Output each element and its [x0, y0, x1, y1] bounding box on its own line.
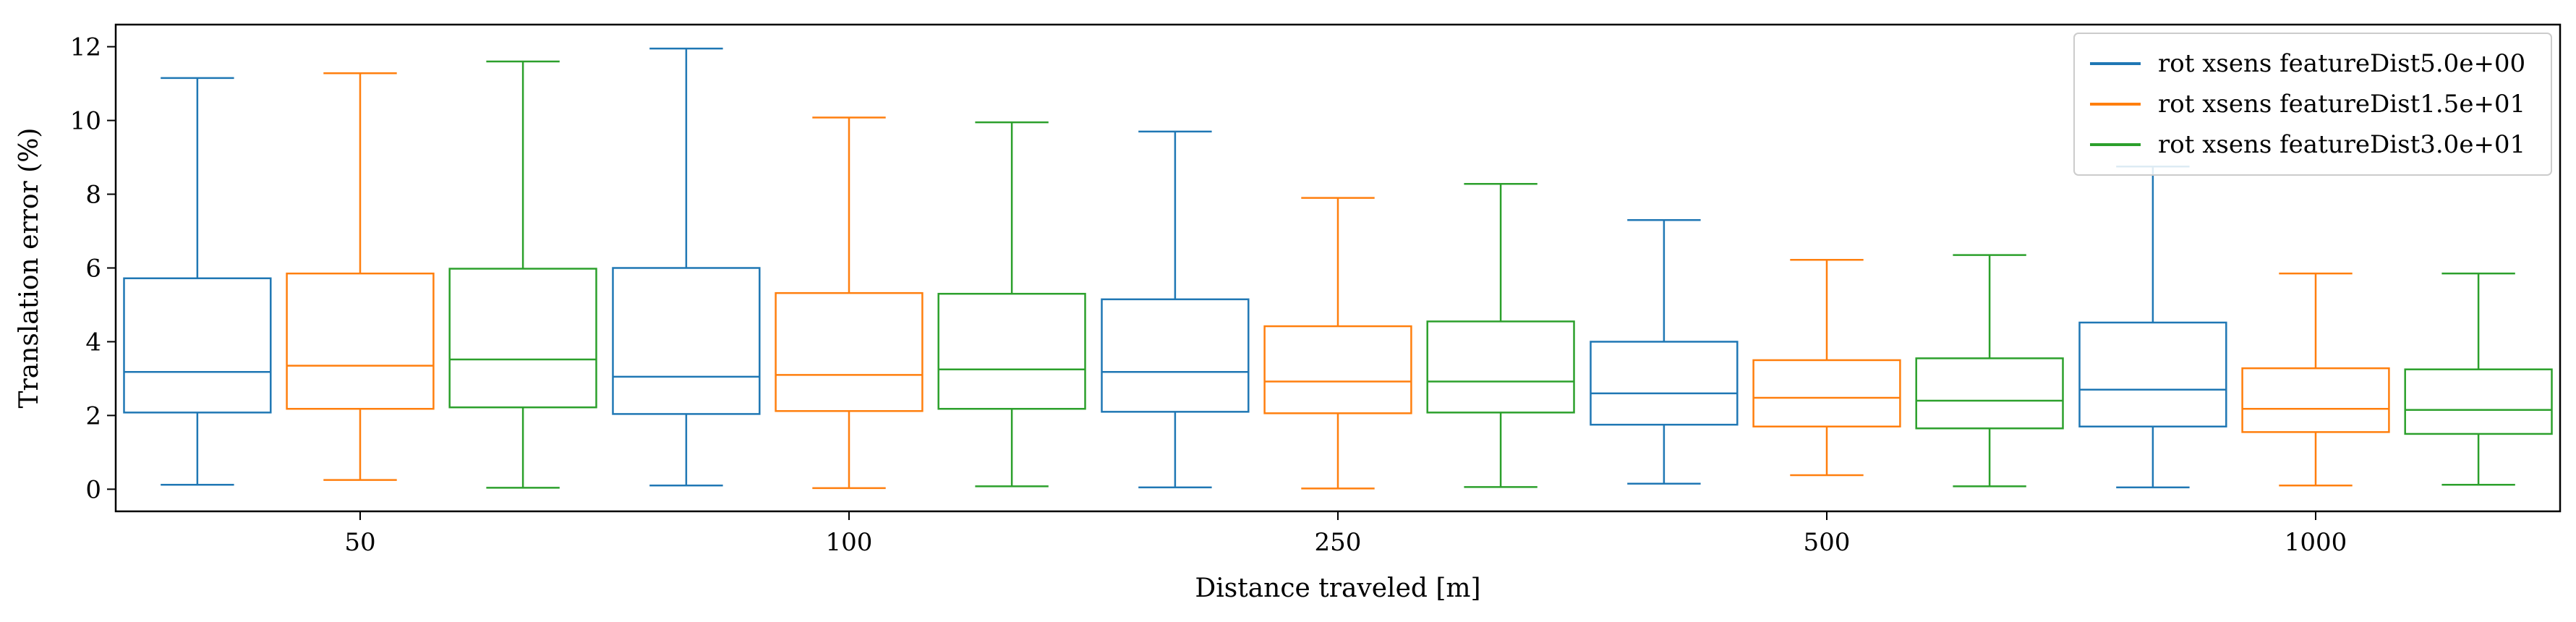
plot-frame — [114, 23, 2562, 513]
legend-frame — [2073, 33, 2552, 176]
y-tick-label: 2 — [85, 401, 101, 430]
box-2-1000 — [2241, 272, 2390, 487]
iqr-box — [1590, 341, 1739, 426]
legend-item-2: rot xsens featureDist1.5e+01 — [2090, 90, 2525, 119]
box-2-250 — [1263, 197, 1412, 490]
y-tick-label: 4 — [85, 328, 101, 357]
iqr-box — [2241, 367, 2390, 433]
box-1-500 — [1590, 218, 1739, 485]
axes-layer: 0 2 4 6 8 10 12 50 100 250 500 1000 — [70, 33, 2347, 557]
legend-item-1: rot xsens featureDist5.0e+00 — [2090, 49, 2525, 78]
box-1-100 — [612, 47, 761, 487]
iqr-box — [1101, 298, 1250, 413]
box-2-500 — [1752, 259, 1901, 477]
y-tick-label: 12 — [70, 33, 101, 62]
x-tick-label: 1000 — [2285, 528, 2347, 557]
legend-label: rot xsens featureDist1.5e+01 — [2158, 90, 2525, 119]
x-tick-label: 100 — [826, 528, 873, 557]
x-tick-label: 250 — [1315, 528, 1362, 557]
box-1-250 — [1101, 130, 1250, 489]
box-3-50 — [448, 60, 597, 489]
box-2-50 — [286, 72, 435, 481]
series-1 — [123, 47, 2227, 489]
y-axis-label: Translation error (%) — [14, 128, 44, 409]
iqr-box — [448, 268, 597, 409]
iqr-box — [1263, 325, 1412, 414]
legend: rot xsens featureDist5.0e+00 rot xsens fe… — [2073, 33, 2552, 176]
x-tick-label: 500 — [1804, 528, 1851, 557]
legend-label: rot xsens featureDist3.0e+01 — [2158, 130, 2525, 159]
iqr-box — [775, 291, 924, 412]
x-tick-label: 50 — [344, 528, 375, 557]
series-3 — [448, 60, 2553, 489]
y-tick-label: 10 — [70, 107, 101, 136]
legend-label: rot xsens featureDist5.0e+00 — [2158, 49, 2525, 78]
box-3-250 — [1426, 183, 1575, 488]
box-3-100 — [937, 121, 1086, 487]
legend-item-3: rot xsens featureDist3.0e+01 — [2090, 130, 2525, 159]
iqr-box — [2404, 368, 2553, 435]
iqr-box — [612, 267, 761, 415]
iqr-box — [1915, 357, 2064, 430]
y-tick-label: 0 — [85, 475, 101, 504]
box-2-100 — [775, 116, 924, 490]
iqr-box — [1752, 359, 1901, 427]
iqr-box — [1426, 320, 1575, 414]
iqr-box — [123, 277, 272, 414]
boxes-layer — [123, 47, 2553, 490]
box-1-50 — [123, 77, 272, 486]
y-tick-label: 8 — [85, 181, 101, 210]
box-3-1000 — [2404, 272, 2553, 486]
iqr-box — [286, 272, 435, 410]
y-tick-label: 6 — [85, 255, 101, 284]
box-3-500 — [1915, 254, 2064, 487]
iqr-box — [2078, 321, 2227, 427]
box-1-1000 — [2078, 166, 2227, 489]
series-2 — [286, 72, 2390, 490]
iqr-box — [937, 292, 1086, 410]
x-axis-label: Distance traveled [m] — [1195, 574, 1480, 603]
